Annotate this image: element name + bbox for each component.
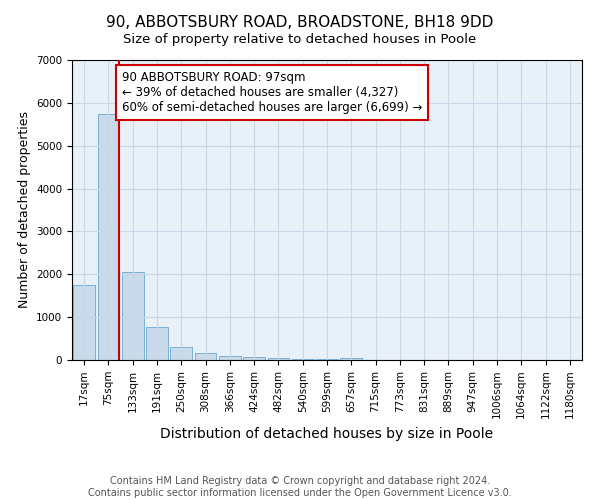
Text: Contains HM Land Registry data © Crown copyright and database right 2024.
Contai: Contains HM Land Registry data © Crown c… [88,476,512,498]
Bar [97,114,119,360]
Bar [170,347,192,360]
Bar [340,358,362,360]
Y-axis label: Number of detached properties: Number of detached properties [17,112,31,308]
Bar [292,358,314,360]
Text: 90, ABBOTSBURY ROAD, BROADSTONE, BH18 9DD: 90, ABBOTSBURY ROAD, BROADSTONE, BH18 9D… [106,15,494,30]
Bar [243,357,265,360]
Bar [316,359,338,360]
Text: 90 ABBOTSBURY ROAD: 97sqm
← 39% of detached houses are smaller (4,327)
60% of se: 90 ABBOTSBURY ROAD: 97sqm ← 39% of detac… [122,70,422,114]
Text: Size of property relative to detached houses in Poole: Size of property relative to detached ho… [124,32,476,46]
X-axis label: Distribution of detached houses by size in Poole: Distribution of detached houses by size … [160,427,494,441]
Bar [194,352,217,360]
Bar [268,358,289,360]
Bar [219,356,241,360]
Bar [122,272,143,360]
Bar [146,327,168,360]
Bar [73,285,95,360]
